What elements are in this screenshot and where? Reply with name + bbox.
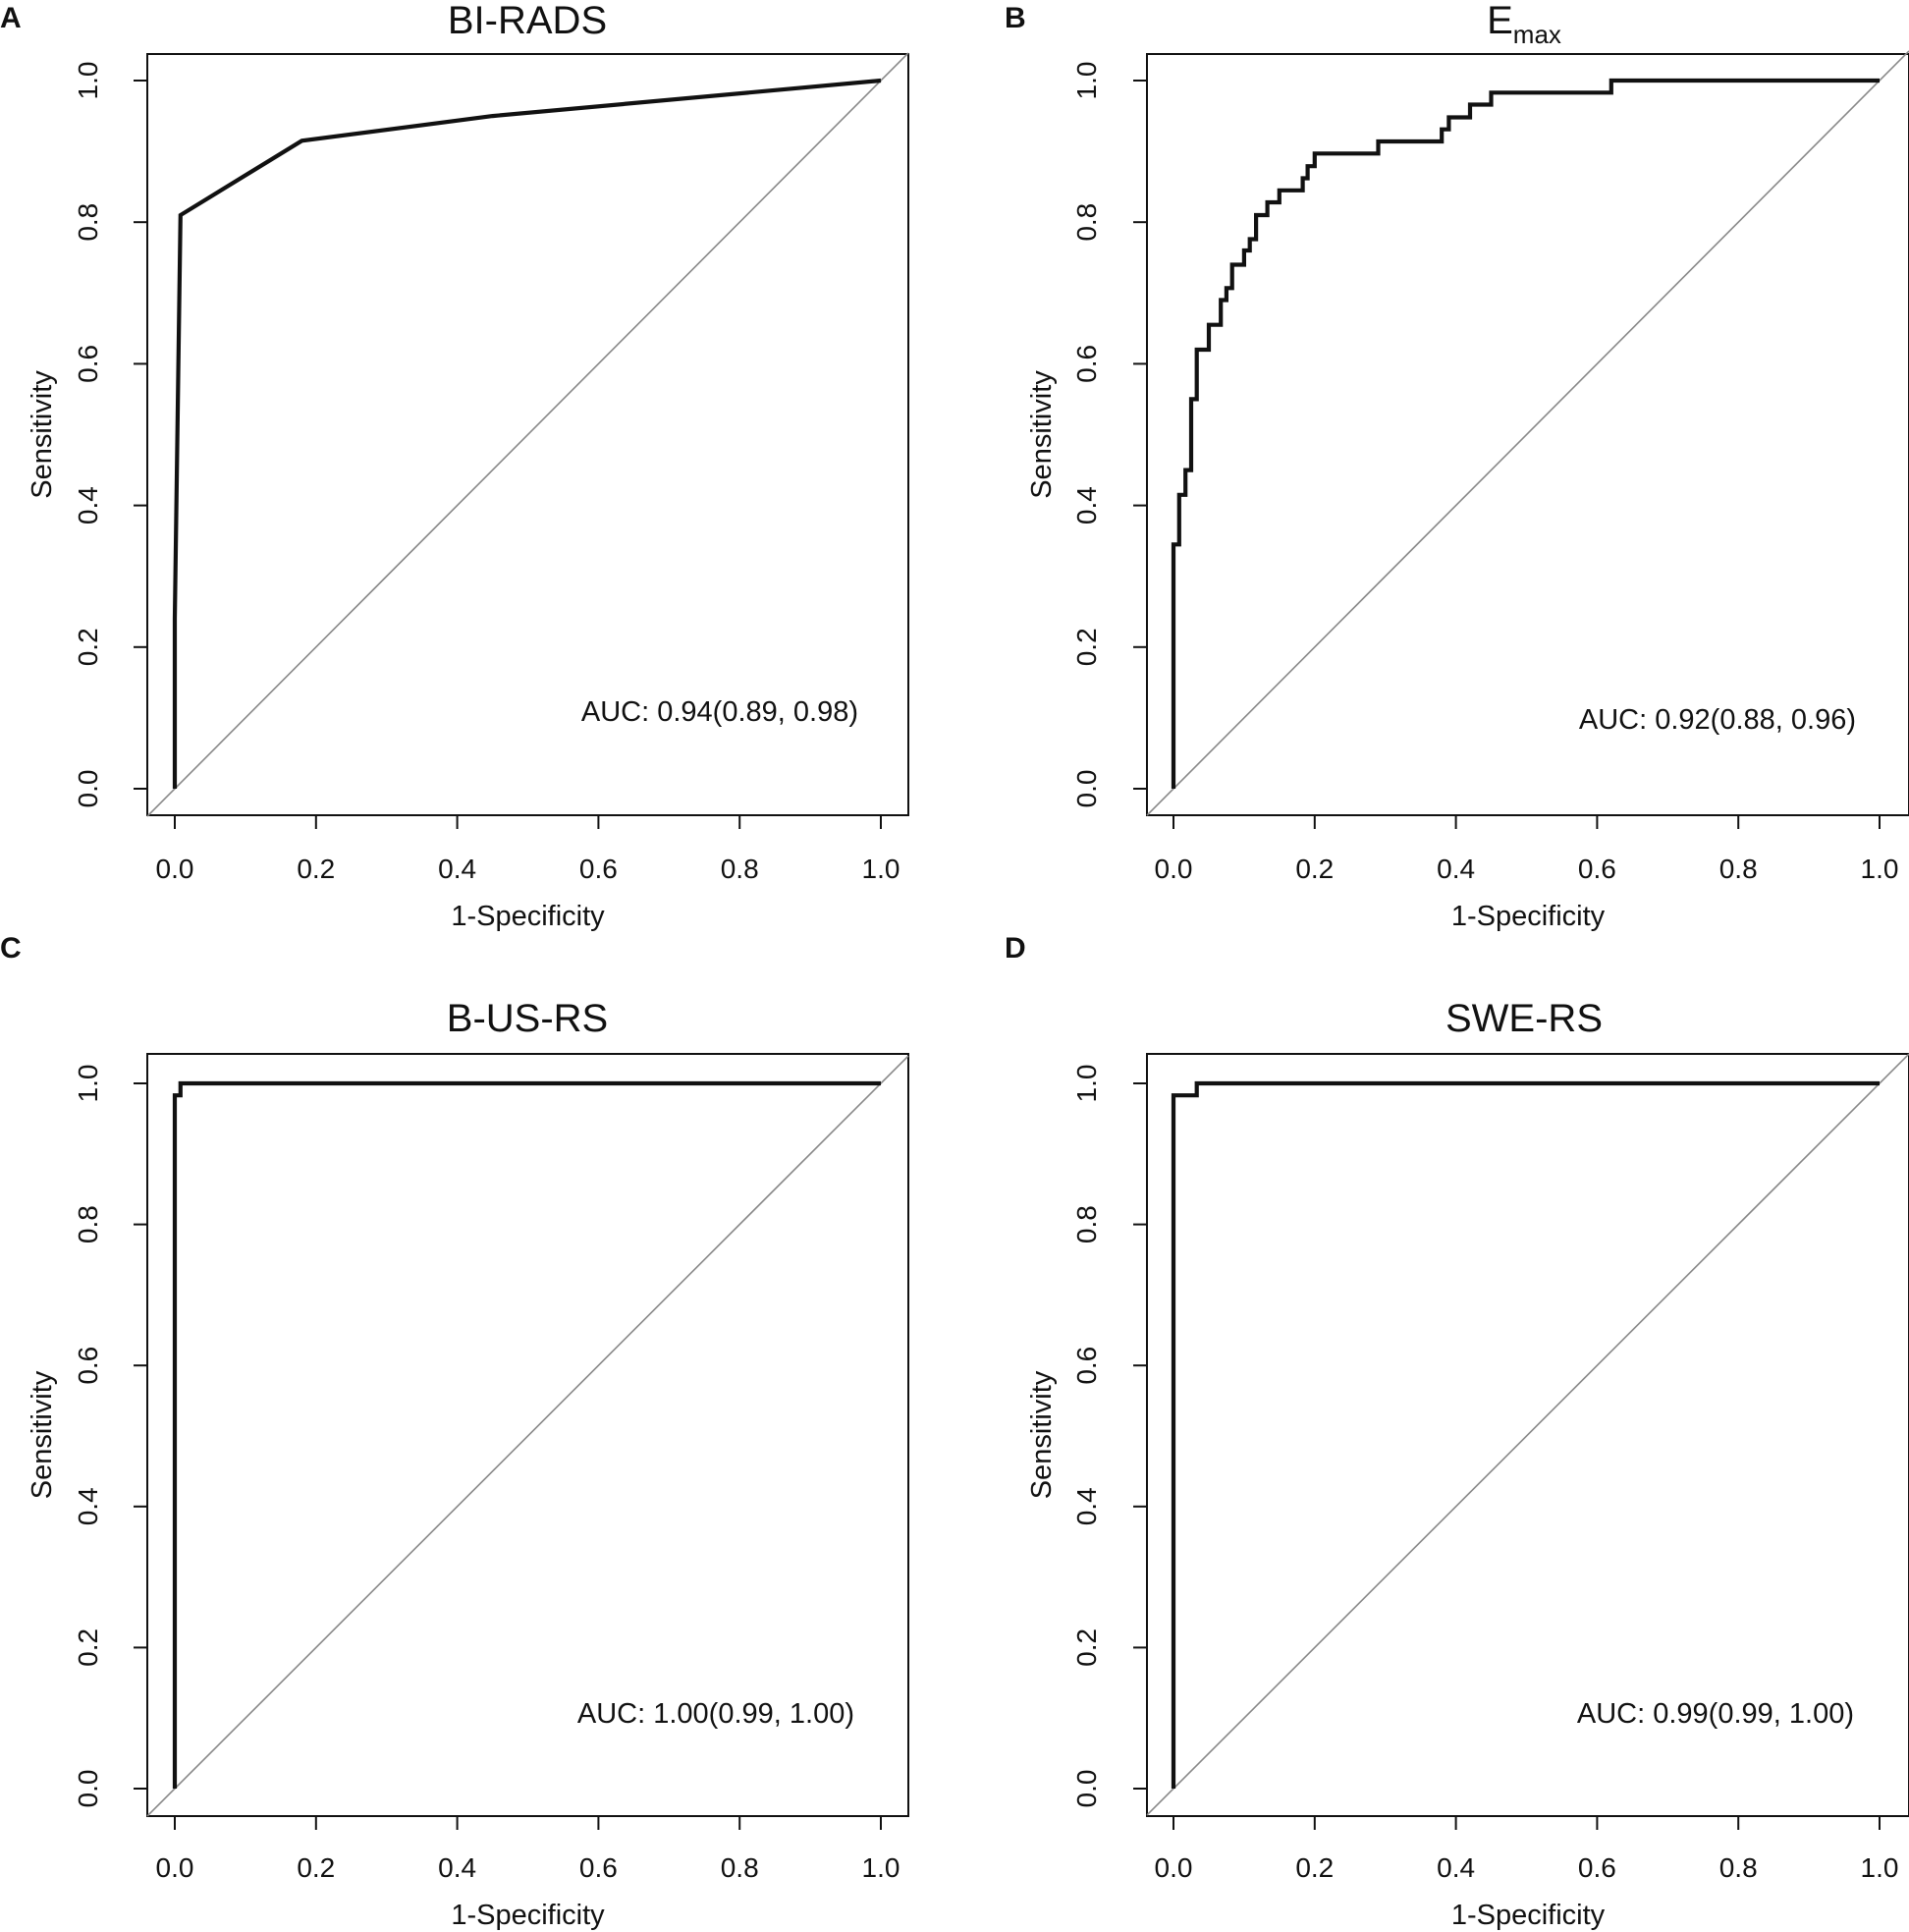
y-tick-label: 0.8: [1071, 203, 1102, 242]
auc-annotation: AUC: 1.00(0.99, 1.00): [577, 1698, 854, 1730]
reference-diagonal: [146, 52, 909, 817]
panel-letter: A: [0, 2, 22, 34]
roc-curve: [172, 78, 882, 789]
x-tick-label: 0.0: [156, 854, 194, 884]
y-tick-label: 0.6: [1071, 1347, 1102, 1385]
x-tick-label: 0.2: [1295, 1852, 1334, 1883]
y-tick-label: 0.4: [1071, 486, 1102, 524]
y-tick-label: 1.0: [73, 1065, 103, 1103]
x-axis-label: 1-Specificity: [451, 1900, 605, 1931]
roc-panel-d: D SWE-RS 0.0 0.2 0.4 0.6 0.8 1.0 0.0 0.2 0.4 0.6 0.8…: [1005, 932, 1909, 1931]
y-axis-label: Sensitivity: [27, 370, 58, 499]
roc-curve: [1171, 78, 1880, 789]
x-tick-label: 0.6: [1578, 1852, 1616, 1883]
x-tick-label: 0.2: [1295, 854, 1334, 884]
x-tick-label: 0.6: [579, 1852, 618, 1883]
roc-panel-c: C B-US-RS 0.0 0.2 0.4 0.6 0.8 1.0 0.0 0.2 0.4 0.6 0.…: [0, 932, 909, 1931]
chart-title: SWE-RS: [1445, 997, 1603, 1040]
roc-panel-b: B Emax 0.0 0.2 0.4 0.6 0.8 1.0 0.0 0.2 0.4 0.6 0.8 1.…: [1005, 0, 1909, 932]
roc-panel-a: A BI-RADS 0.0 0.2 0.4 0.6 0.8 1.0 0.0 0.2 0.4 0.6 0.…: [0, 0, 909, 932]
chart-title: BI-RADS: [448, 0, 607, 42]
roc-curve: [1171, 1080, 1880, 1789]
x-tick-label: 1.0: [1861, 1852, 1899, 1883]
y-tick-label: 0.0: [1071, 770, 1102, 808]
reference-diagonal: [146, 1055, 909, 1817]
x-axis-label: 1-Specificity: [451, 901, 605, 932]
y-tick-label: 0.2: [1071, 628, 1102, 666]
y-tick-label: 0.4: [73, 486, 103, 524]
roc-curve: [172, 1080, 881, 1789]
x-tick-label: 0.4: [438, 1852, 476, 1883]
panel-letter: C: [0, 932, 22, 965]
auc-annotation: AUC: 0.92(0.88, 0.96): [1579, 704, 1856, 736]
x-tick-label: 0.8: [721, 854, 759, 884]
y-tick-label: 0.0: [1071, 1770, 1102, 1808]
y-tick-label: 1.0: [1071, 62, 1102, 100]
x-axis-label: 1-Specificity: [1451, 1900, 1606, 1931]
x-tick-label: 0.8: [1719, 854, 1758, 884]
reference-diagonal: [1146, 50, 1909, 816]
x-axis-label: 1-Specificity: [1451, 901, 1606, 932]
plot-frame: [1146, 53, 1909, 816]
x-tick-label: 0.4: [438, 854, 476, 884]
plot-frame: [1146, 1053, 1909, 1817]
y-tick-label: 0.8: [73, 1205, 103, 1243]
y-tick-label: 0.2: [73, 1628, 103, 1667]
x-tick-label: 0.6: [579, 854, 618, 884]
x-tick-label: 0.2: [297, 854, 335, 884]
y-tick-label: 0.2: [1071, 1628, 1102, 1667]
y-tick-label: 1.0: [1071, 1065, 1102, 1103]
x-tick-label: 0.0: [156, 1852, 194, 1883]
y-tick-label: 0.4: [73, 1487, 103, 1525]
x-tick-label: 0.0: [1155, 854, 1193, 884]
y-axis-label: Sensitivity: [1026, 1370, 1058, 1499]
chart-title: B-US-RS: [447, 997, 608, 1040]
plot-frame: [146, 53, 909, 816]
chart-title-subscript: max: [1513, 20, 1561, 49]
y-tick-label: 0.8: [1071, 1205, 1102, 1243]
y-tick-label: 0.6: [73, 345, 103, 383]
x-tick-label: 0.2: [297, 1852, 335, 1883]
y-tick-label: 0.8: [73, 203, 103, 242]
y-tick-label: 1.0: [73, 62, 103, 100]
y-tick-label: 0.6: [1071, 345, 1102, 383]
chart-title: Emax: [1487, 0, 1561, 49]
x-tick-label: 0.4: [1437, 854, 1475, 884]
y-tick-label: 0.4: [1071, 1487, 1102, 1525]
x-tick-label: 0.6: [1578, 854, 1616, 884]
panel-letter: D: [1005, 932, 1026, 965]
x-tick-label: 1.0: [862, 854, 900, 884]
x-tick-label: 1.0: [1861, 854, 1899, 884]
x-tick-label: 0.8: [721, 1852, 759, 1883]
panel-letter: B: [1005, 2, 1026, 34]
x-tick-label: 0.0: [1155, 1852, 1193, 1883]
x-tick-label: 0.4: [1437, 1852, 1475, 1883]
y-tick-label: 0.2: [73, 628, 103, 666]
y-tick-label: 0.6: [73, 1347, 103, 1385]
y-axis-label: Sensitivity: [27, 1370, 58, 1499]
auc-annotation: AUC: 0.94(0.89, 0.98): [581, 696, 858, 728]
plot-frame: [146, 1053, 909, 1817]
auc-annotation: AUC: 0.99(0.99, 1.00): [1577, 1698, 1854, 1730]
y-tick-label: 0.0: [73, 1770, 103, 1808]
reference-diagonal: [1146, 1053, 1909, 1816]
x-tick-label: 1.0: [862, 1852, 900, 1883]
x-tick-label: 0.8: [1719, 1852, 1758, 1883]
y-axis-label: Sensitivity: [1026, 370, 1058, 499]
y-tick-label: 0.0: [73, 770, 103, 808]
